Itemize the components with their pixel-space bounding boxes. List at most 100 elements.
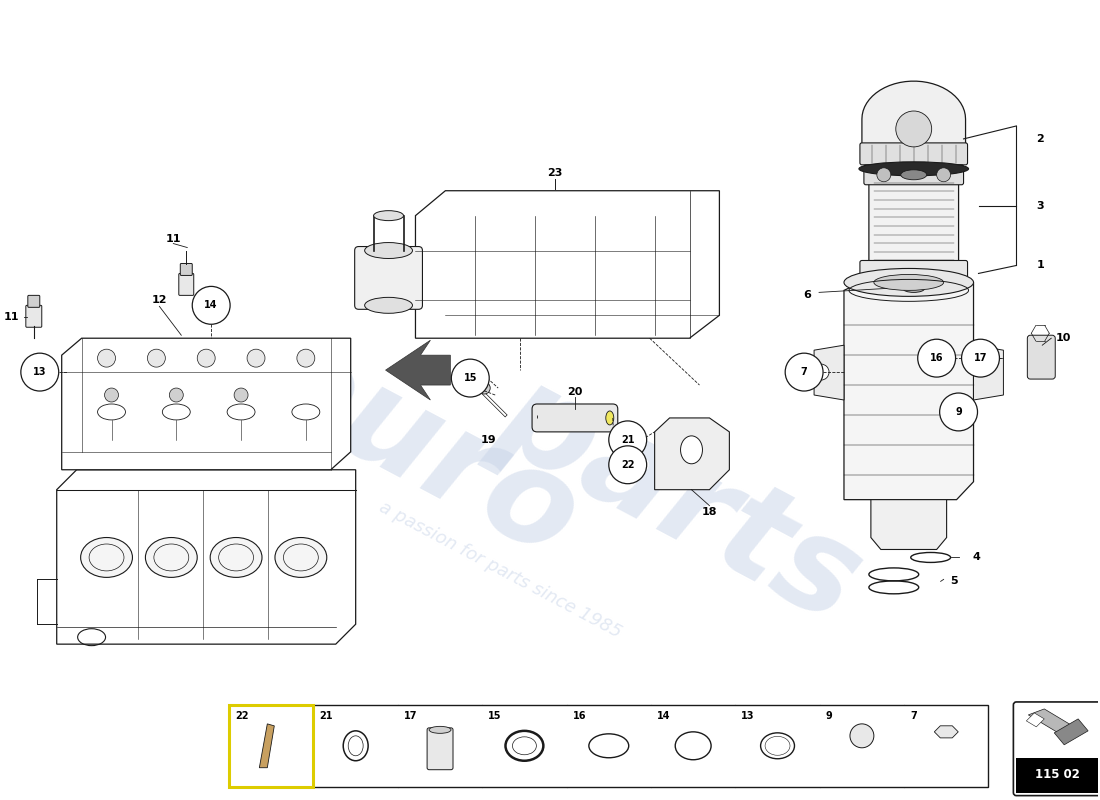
Circle shape <box>192 286 230 324</box>
Circle shape <box>917 339 956 377</box>
Text: 13: 13 <box>741 711 755 721</box>
Ellipse shape <box>903 285 925 292</box>
FancyBboxPatch shape <box>864 165 964 185</box>
FancyBboxPatch shape <box>860 261 968 285</box>
Polygon shape <box>862 81 966 151</box>
Circle shape <box>104 388 119 402</box>
Polygon shape <box>386 340 450 400</box>
Circle shape <box>169 388 184 402</box>
Text: 7: 7 <box>910 711 916 721</box>
Circle shape <box>813 364 829 380</box>
Polygon shape <box>1054 719 1088 745</box>
Circle shape <box>297 349 315 367</box>
FancyBboxPatch shape <box>179 274 194 295</box>
Text: 9: 9 <box>826 711 833 721</box>
Ellipse shape <box>606 411 614 425</box>
Polygon shape <box>974 345 1003 400</box>
Ellipse shape <box>275 538 327 578</box>
Text: 20: 20 <box>568 387 583 397</box>
Text: 5: 5 <box>949 576 957 586</box>
Circle shape <box>478 382 491 394</box>
Circle shape <box>451 359 490 397</box>
Polygon shape <box>844 282 974 500</box>
Text: 22: 22 <box>235 711 249 721</box>
Text: 4: 4 <box>972 553 980 562</box>
Polygon shape <box>1028 709 1075 733</box>
Circle shape <box>937 168 950 182</box>
Text: 19: 19 <box>481 435 496 445</box>
Text: 14: 14 <box>657 711 671 721</box>
Text: 17: 17 <box>974 353 988 363</box>
FancyBboxPatch shape <box>860 143 968 165</box>
Circle shape <box>785 353 823 391</box>
Text: 16: 16 <box>573 711 586 721</box>
Circle shape <box>939 393 978 431</box>
Ellipse shape <box>364 242 412 258</box>
Circle shape <box>961 339 1000 377</box>
Text: 15: 15 <box>463 373 477 383</box>
Ellipse shape <box>364 298 412 314</box>
Circle shape <box>608 446 647 484</box>
Text: euro: euro <box>241 314 600 586</box>
Text: 10: 10 <box>1056 334 1071 343</box>
Circle shape <box>608 421 647 458</box>
Text: 11: 11 <box>4 312 20 322</box>
Text: 3: 3 <box>1036 201 1044 210</box>
FancyBboxPatch shape <box>28 295 40 307</box>
Polygon shape <box>934 726 958 738</box>
Ellipse shape <box>80 538 132 578</box>
Text: 14: 14 <box>205 300 218 310</box>
Ellipse shape <box>210 538 262 578</box>
Ellipse shape <box>873 274 944 290</box>
Circle shape <box>98 349 116 367</box>
Ellipse shape <box>145 538 197 578</box>
Circle shape <box>877 168 891 182</box>
Polygon shape <box>871 500 947 550</box>
Text: parts: parts <box>477 352 882 647</box>
FancyBboxPatch shape <box>25 306 42 327</box>
Text: 21: 21 <box>319 711 333 721</box>
Circle shape <box>248 349 265 367</box>
Text: 9: 9 <box>955 407 962 417</box>
Text: 18: 18 <box>702 506 717 517</box>
FancyBboxPatch shape <box>180 263 192 275</box>
Ellipse shape <box>859 162 968 176</box>
Polygon shape <box>1026 713 1044 727</box>
FancyBboxPatch shape <box>1027 335 1055 379</box>
Text: 17: 17 <box>404 711 417 721</box>
Text: 115 02: 115 02 <box>1035 768 1080 781</box>
Circle shape <box>895 111 932 147</box>
Polygon shape <box>260 724 274 768</box>
Polygon shape <box>814 345 844 400</box>
Ellipse shape <box>681 436 703 464</box>
Text: 7: 7 <box>801 367 807 377</box>
FancyBboxPatch shape <box>1013 702 1100 796</box>
Bar <box>229 705 989 786</box>
Text: 15: 15 <box>488 711 502 721</box>
Text: a passion for parts since 1985: a passion for parts since 1985 <box>376 498 625 641</box>
Polygon shape <box>416 190 719 338</box>
Ellipse shape <box>429 726 451 734</box>
Polygon shape <box>62 338 351 470</box>
Text: 2: 2 <box>1036 134 1044 144</box>
Bar <box>1016 758 1098 793</box>
Circle shape <box>234 388 249 402</box>
Polygon shape <box>57 470 355 644</box>
Text: 16: 16 <box>930 353 944 363</box>
Circle shape <box>21 353 58 391</box>
FancyBboxPatch shape <box>427 728 453 770</box>
Text: 13: 13 <box>33 367 46 377</box>
Ellipse shape <box>901 170 926 180</box>
Text: 6: 6 <box>803 290 811 300</box>
FancyBboxPatch shape <box>354 246 422 310</box>
FancyBboxPatch shape <box>869 170 958 269</box>
Ellipse shape <box>374 210 404 221</box>
Text: 11: 11 <box>166 234 182 243</box>
Text: 21: 21 <box>621 435 635 445</box>
Text: 1: 1 <box>1036 261 1044 270</box>
Text: 12: 12 <box>152 295 167 306</box>
Text: 23: 23 <box>548 168 563 178</box>
Text: 22: 22 <box>621 460 635 470</box>
Polygon shape <box>654 418 729 490</box>
Ellipse shape <box>844 269 974 296</box>
